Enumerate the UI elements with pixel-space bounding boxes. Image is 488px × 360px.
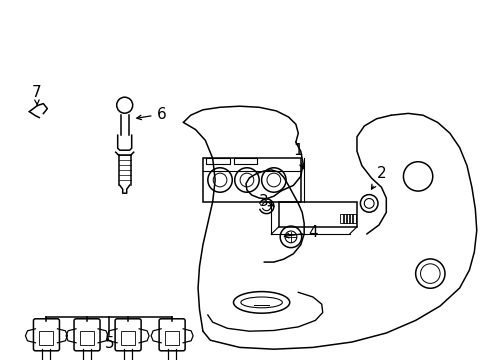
Bar [346,214,349,223]
Text: 6: 6 [137,107,166,122]
Bar [40,331,53,345]
Bar [206,158,229,164]
Bar [340,214,344,223]
Bar [278,202,356,227]
Text: 5: 5 [104,336,114,351]
Bar [80,331,94,345]
Bar [203,158,300,202]
Bar [348,214,352,223]
Text: 3: 3 [259,194,274,209]
Text: 4: 4 [284,225,317,240]
Text: 7: 7 [32,85,41,106]
Bar [121,331,135,345]
Text: 1: 1 [293,143,304,169]
Bar [165,331,179,345]
Bar [343,214,346,223]
Bar [233,158,257,164]
Text: 2: 2 [371,166,386,189]
Bar [351,214,355,223]
